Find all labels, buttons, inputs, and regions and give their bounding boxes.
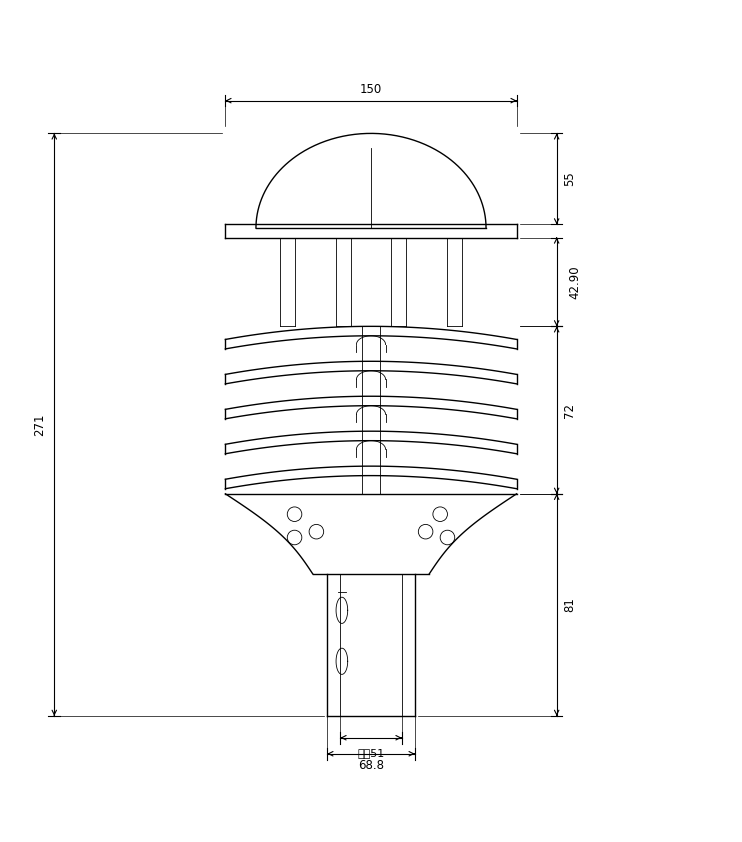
Text: 68.8: 68.8 <box>358 759 384 772</box>
Text: 271: 271 <box>33 413 46 436</box>
Text: 72: 72 <box>563 402 577 418</box>
Text: 81: 81 <box>563 598 577 612</box>
Text: 55: 55 <box>563 172 577 186</box>
Text: 内径51: 内径51 <box>358 748 384 758</box>
Text: 150: 150 <box>360 83 382 96</box>
Text: 42.90: 42.90 <box>568 265 582 299</box>
